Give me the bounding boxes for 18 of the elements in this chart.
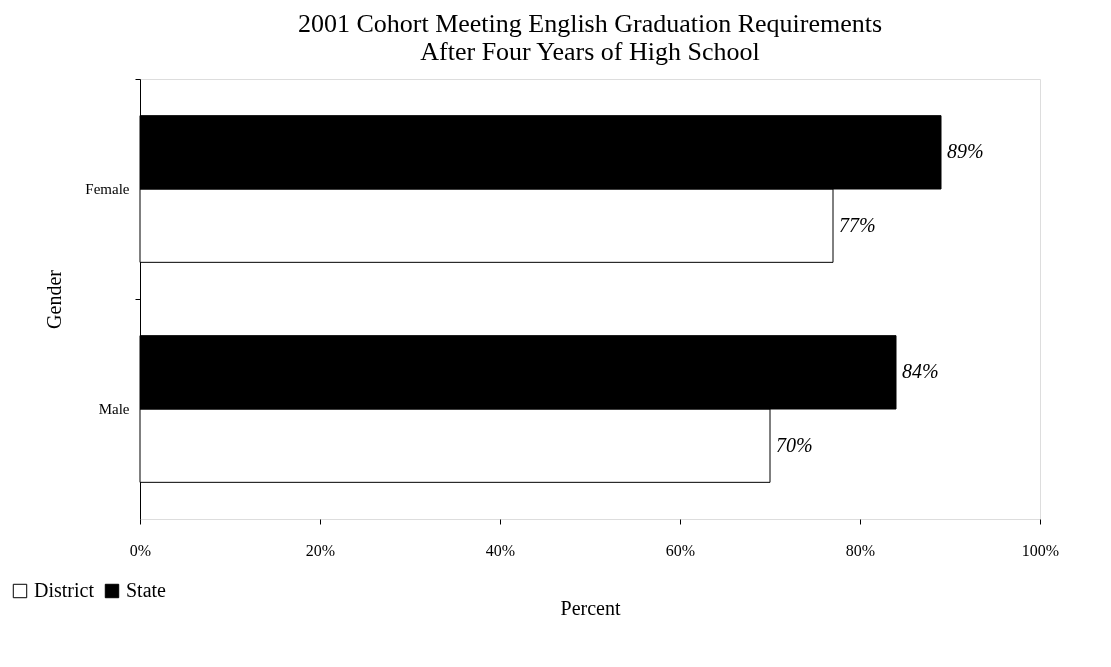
x-tick-label: 40% (485, 541, 516, 559)
data-label: 84% (902, 360, 939, 383)
text: After Four Years of High School (420, 36, 760, 66)
data-label: 70% (776, 433, 813, 456)
x-tick-label: 80% (845, 541, 876, 559)
data-label: 89% (947, 140, 984, 163)
x-tick-label: 100% (1021, 541, 1060, 559)
x-tick-label: 0% (129, 541, 152, 559)
y-tick-label: Male (98, 401, 130, 417)
x-tick-label: 60% (665, 541, 696, 559)
data-label: 77% (839, 213, 876, 236)
text: 2001 Cohort Meeting English Graduation Requirements (297, 8, 883, 38)
x-tick-label: 20% (305, 541, 336, 559)
legend-label: District (34, 579, 95, 601)
x-axis-title: Percent (560, 596, 621, 619)
legend-label: State (126, 579, 167, 601)
y-tick-label: Female (85, 181, 130, 197)
y-axis-title: Gender (43, 269, 66, 329)
